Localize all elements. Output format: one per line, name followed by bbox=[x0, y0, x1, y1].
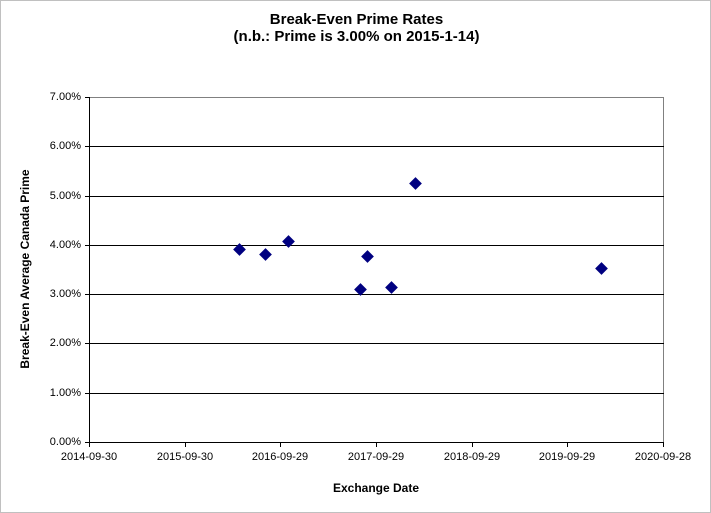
x-axis-title: Exchange Date bbox=[332, 481, 420, 495]
y-tick-mark bbox=[85, 442, 89, 443]
y-gridline bbox=[89, 294, 664, 295]
x-tick-mark bbox=[472, 443, 473, 447]
y-gridline bbox=[89, 343, 664, 344]
chart-subtitle: (n.b.: Prime is 3.00% on 2015-1-14) bbox=[233, 28, 480, 45]
y-tick-mark bbox=[85, 97, 89, 98]
x-tick-label: 2018-09-29 bbox=[443, 451, 501, 463]
y-tick-label: 1.00% bbox=[49, 387, 81, 399]
x-tick-mark bbox=[567, 443, 568, 447]
y-tick-label: 6.00% bbox=[49, 140, 81, 152]
x-tick-label: 2017-09-29 bbox=[347, 451, 405, 463]
x-tick-mark bbox=[89, 443, 90, 447]
x-tick-label: 2014-09-30 bbox=[60, 451, 118, 463]
x-tick-label: 2016-09-29 bbox=[251, 451, 309, 463]
x-tick-label: 2020-09-28 bbox=[634, 451, 692, 463]
x-tick-mark bbox=[280, 443, 281, 447]
y-gridline bbox=[89, 146, 664, 147]
y-tick-mark bbox=[85, 245, 89, 246]
x-axis-line bbox=[89, 442, 664, 443]
chart-title: Break-Even Prime Rates bbox=[269, 11, 444, 28]
y-gridline bbox=[89, 393, 664, 394]
x-tick-mark bbox=[376, 443, 377, 447]
y-tick-label: 4.00% bbox=[49, 239, 81, 251]
y-tick-label: 3.00% bbox=[49, 288, 81, 300]
y-axis-line bbox=[89, 97, 90, 443]
y-tick-mark bbox=[85, 146, 89, 147]
y-tick-label: 0.00% bbox=[49, 436, 81, 448]
x-tick-mark bbox=[185, 443, 186, 447]
y-tick-mark bbox=[85, 393, 89, 394]
y-axis-title: Break-Even Average Canada Prime bbox=[18, 169, 32, 369]
x-tick-label: 2019-09-29 bbox=[538, 451, 596, 463]
y-tick-label: 5.00% bbox=[49, 190, 81, 202]
x-tick-mark bbox=[663, 443, 664, 447]
y-tick-mark bbox=[85, 196, 89, 197]
y-gridline bbox=[89, 245, 664, 246]
y-tick-mark bbox=[85, 343, 89, 344]
y-tick-label: 7.00% bbox=[49, 91, 81, 103]
y-tick-mark bbox=[85, 294, 89, 295]
y-gridline bbox=[89, 196, 664, 197]
x-tick-label: 2015-09-30 bbox=[156, 451, 214, 463]
chart-title-block: Break-Even Prime Rates (n.b.: Prime is 3… bbox=[1, 11, 710, 45]
plot-area bbox=[89, 97, 664, 443]
y-tick-label: 2.00% bbox=[49, 337, 81, 349]
